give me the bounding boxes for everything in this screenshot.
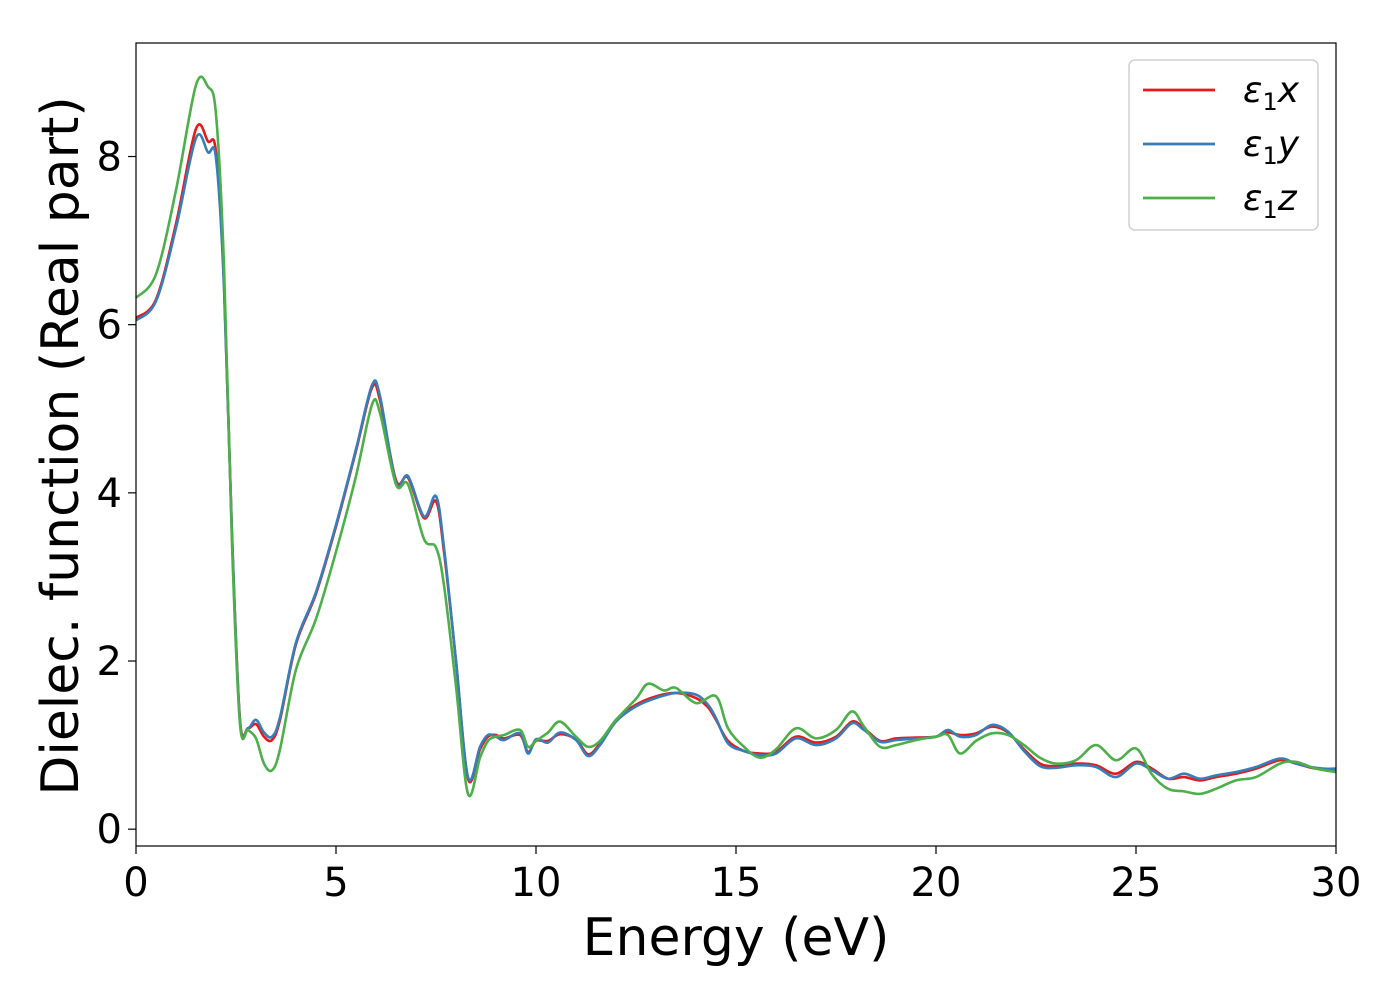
x-axis-label: Energy (eV) (583, 908, 890, 968)
x-tick-label: 5 (323, 860, 348, 906)
x-tick-label: 25 (1111, 860, 1162, 906)
y-tick-label: 0 (97, 807, 122, 853)
legend-label-y: ε1y (1243, 124, 1300, 170)
y-axis-ticks: 0 2 4 6 8 (97, 135, 136, 853)
series-layer (135, 75, 1337, 798)
y-tick-label: 8 (97, 135, 122, 181)
legend-box (1128, 59, 1319, 231)
series-line-z (135, 75, 1337, 798)
legend: ε1x ε1y ε1z (1128, 59, 1319, 231)
x-tick-label: 15 (711, 860, 762, 906)
legend-label-x: ε1x (1243, 70, 1300, 116)
y-tick-label: 2 (97, 639, 122, 685)
x-tick-label: 30 (1311, 860, 1362, 906)
y-tick-label: 6 (97, 303, 122, 349)
legend-label-z: ε1z (1243, 178, 1298, 224)
x-tick-label: 10 (511, 860, 562, 906)
x-tick-label: 20 (911, 860, 962, 906)
x-tick-label: 0 (123, 860, 148, 906)
y-tick-label: 4 (97, 471, 122, 517)
y-axis-label: Dielec. function (Real part) (31, 96, 91, 795)
x-axis-ticks: 0 5 10 15 20 25 30 (123, 846, 1361, 906)
